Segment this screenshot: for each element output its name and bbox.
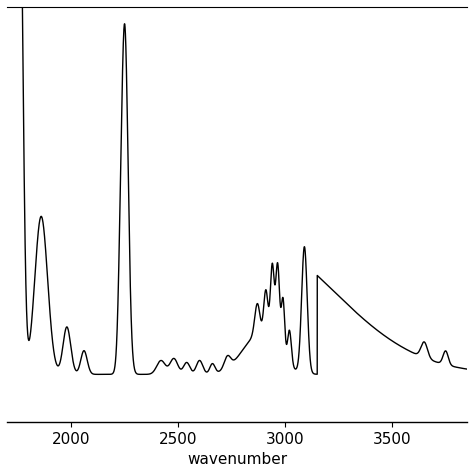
X-axis label: wavenumber: wavenumber (187, 452, 287, 467)
